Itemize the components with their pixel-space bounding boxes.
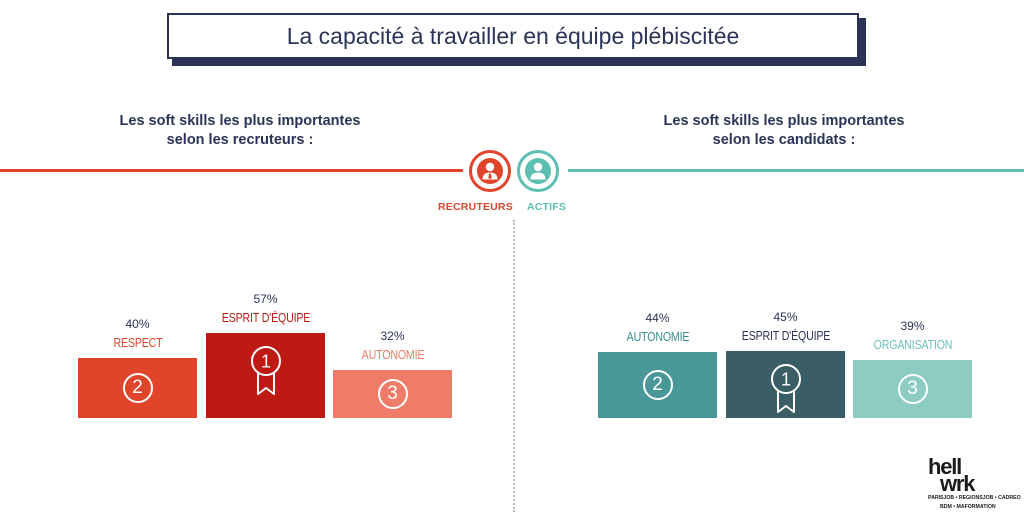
logo-line-1: PARISJOB • REGIONSJOB • CADREO [928,495,1021,501]
candidates-tag: ACTIFS [527,201,567,213]
logo-word-2: wrk [928,473,1020,495]
recruiters-heading-line-1: Les soft skills les plus importantes [119,113,361,129]
medal-ribbon-icon: 1 [250,346,281,395]
recruiters-heading: Les soft skills les plus importantes sel… [75,112,405,150]
rank-number: 1 [780,370,790,390]
candidate-bar-3-value: 39% [900,319,925,333]
recruiter-bar-2-label: ESPRIT D'ÉQUIPE [221,311,310,325]
hellowork-logo: hell wrk PARISJOB • REGIONSJOB • CADREO … [928,454,1021,511]
candidate-bar-3-label: ORGANISATION [873,338,952,352]
candidate-rank-3-badge: 3 [897,374,928,404]
candidate-person-icon [517,150,559,192]
candidates-heading-line-2: selon les candidats : [712,132,856,148]
candidate-bar-1-value: 44% [645,311,670,325]
recruiter-bar-1-label: RESPECT [112,336,162,350]
recruiter-bar-1-value: 40% [125,317,150,331]
candidate-bar-2-label: ESPRIT D'ÉQUIPE [741,329,830,343]
logo-line-2: BDM • MAFORMATION [940,504,996,510]
candidate-bar-1-label: AUTONOMIE [626,330,689,344]
candidate-rank-2-badge: 2 [642,370,673,400]
recruiter-bar-3-label: AUTONOMIE [361,348,424,362]
candidates-line [568,169,1024,172]
logo-word-2-text: wrk [940,471,976,496]
recruiters-tag: RECRUTEURS [438,201,513,213]
page-title: La capacité à travailler en équipe plébi… [167,13,859,59]
logo-word-1: hell [928,454,962,479]
recruiter-bar-3-value: 32% [380,329,405,343]
rank-number: 1 [260,352,270,372]
medal-ribbon-icon: 1 [770,364,801,413]
recruiters-heading-line-2: selon les recruteurs : [166,132,314,148]
recruiter-rank-2-badge: 2 [122,373,153,403]
candidates-heading-line-1: Les soft skills les plus importantes [663,113,905,129]
candidates-heading: Les soft skills les plus importantes sel… [619,112,949,150]
recruiters-line [0,169,463,172]
center-divider [513,220,515,512]
recruiter-rank-3-badge: 3 [377,379,408,409]
candidate-bar-2-value: 45% [773,310,798,324]
recruiter-person-icon [469,150,511,192]
recruiter-bar-2-value: 57% [253,292,278,306]
